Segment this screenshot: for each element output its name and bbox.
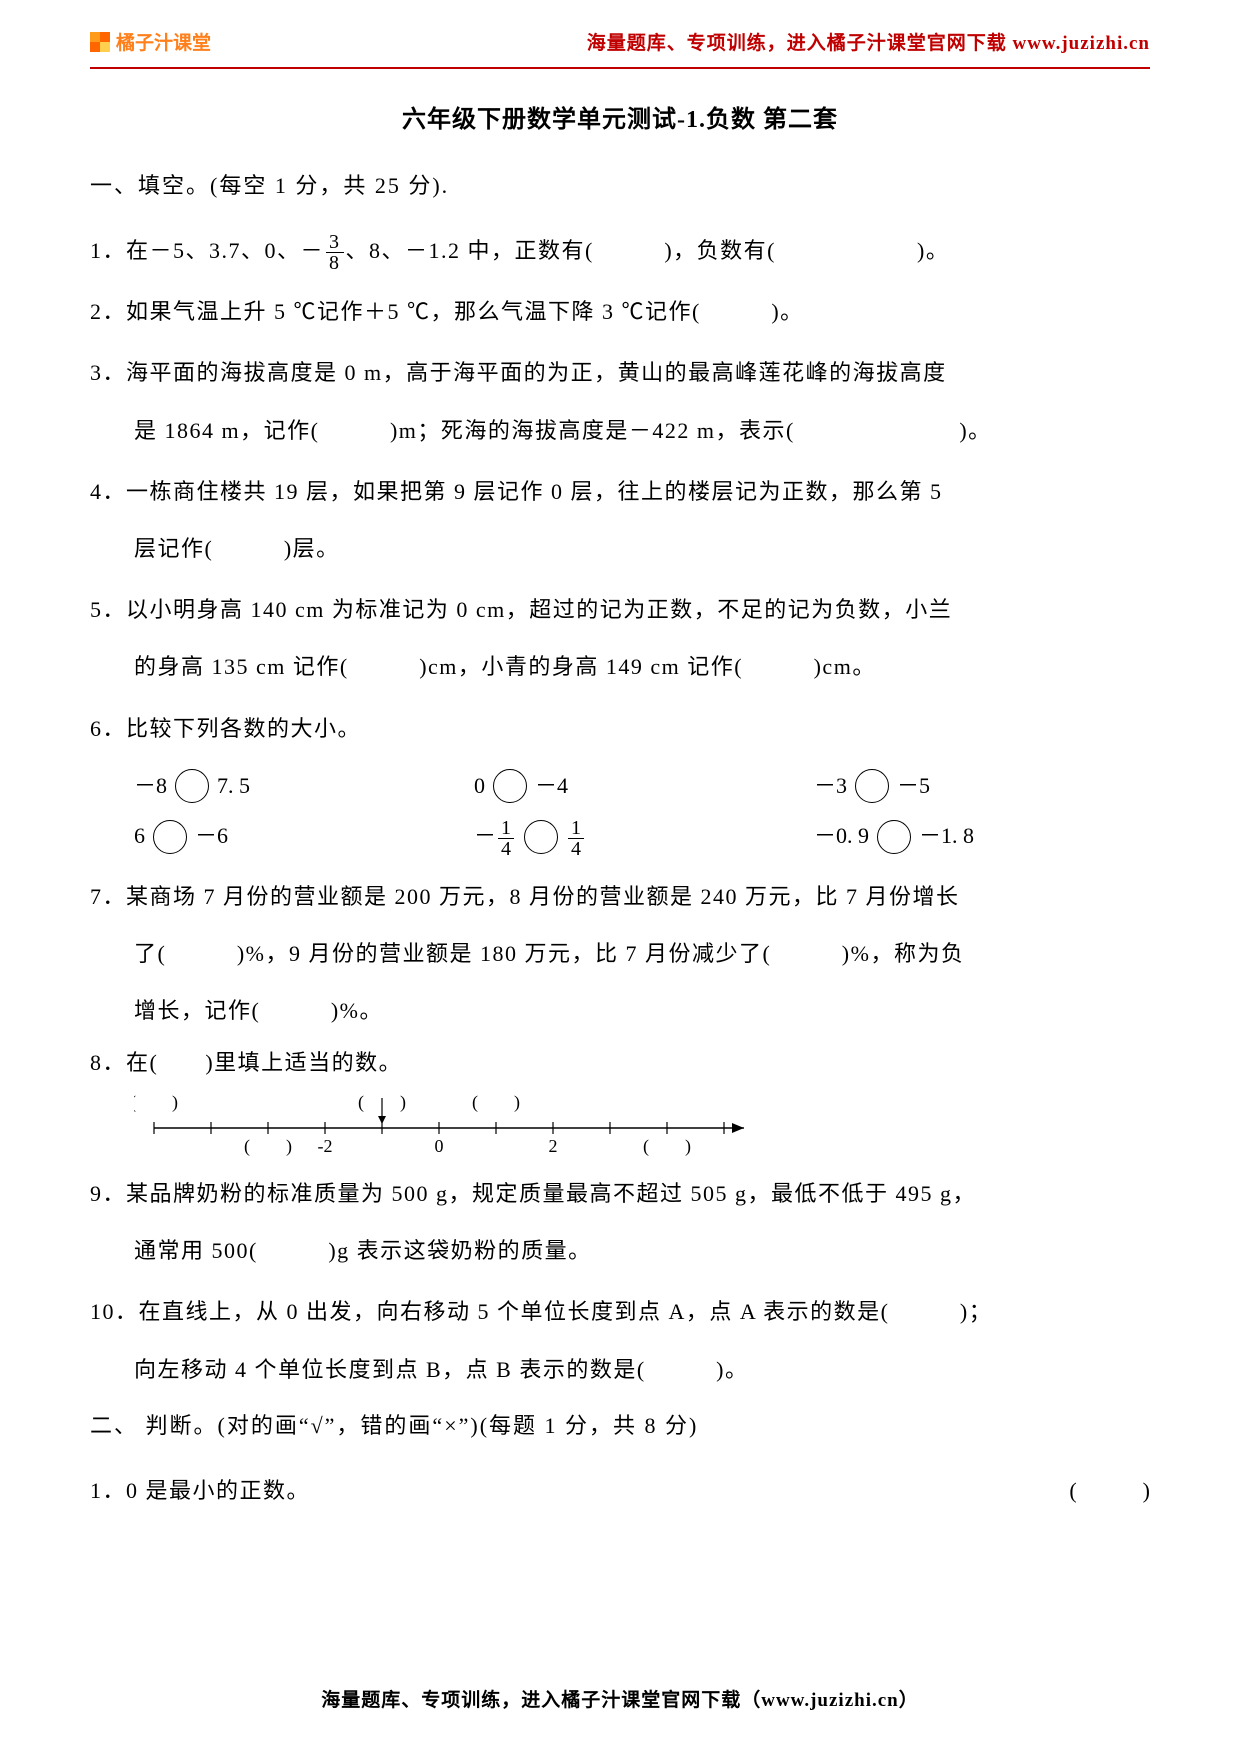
q1-fraction: 38: [326, 232, 344, 273]
question-5: 5．以小明身高 140 cm 为标准记为 0 cm，超过的记为正数，不足的记为负…: [90, 581, 1150, 695]
q5-line2: 的身高 135 cm 记作( )cm，小青的身高 149 cm 记作( )cm。: [134, 638, 1150, 695]
cmp-4-left: 6: [134, 811, 145, 862]
cmp-1-left: －8: [134, 761, 167, 812]
cmp-2-left: 0: [474, 761, 485, 812]
cmp5-ld: 4: [498, 839, 514, 859]
header-link: 海量题库、专项训练，进入橘子汁课堂官网下载 www.juzizhi.cn: [587, 28, 1150, 55]
cmp-1-right: 7. 5: [217, 761, 250, 812]
q5-line1: 5．以小明身高 140 cm 为标准记为 0 cm，超过的记为正数，不足的记为负…: [90, 597, 952, 622]
q1-part-b: 、8、－1.2 中，正数有( )，负数有( )。: [346, 238, 950, 263]
cmp-6: －0. 9 －1. 8: [814, 811, 1014, 862]
cmp-5: －14 14: [474, 811, 674, 862]
q4-line2: 层记作( )层。: [134, 520, 1150, 577]
cmp-1: －8 7. 5: [134, 761, 334, 812]
q9-line2: 通常用 500( )g 表示这袋奶粉的质量。: [134, 1222, 1150, 1279]
q10-line2: 向左移动 4 个单位长度到点 B，点 B 表示的数是( )。: [134, 1341, 1150, 1398]
question-9: 9．某品牌奶粉的标准质量为 500 g，规定质量最高不超过 505 g，最低不低…: [90, 1165, 1150, 1279]
q3-line2: 是 1864 m，记作( )m；死海的海拔高度是－422 m，表示( )。: [134, 402, 1150, 459]
compare-circle[interactable]: [175, 769, 209, 803]
footer: 海量题库、专项训练，进入橘子汁课堂官网下载（www.juzizhi.cn）: [0, 1685, 1240, 1712]
compare-circle[interactable]: [153, 820, 187, 854]
judge-1-blank[interactable]: ( ): [1069, 1462, 1150, 1519]
cmp-5-left: －14: [474, 811, 516, 862]
svg-text:( ): ( ): [358, 1092, 406, 1113]
q7-line1: 7．某商场 7 月份的营业额是 200 万元，8 月份的营业额是 240 万元，…: [90, 884, 960, 909]
judge-1-text: 1．0 是最小的正数。: [90, 1462, 310, 1519]
question-2: 2．如果气温上升 5 ℃记作＋5 ℃，那么气温下降 3 ℃记作( )。: [90, 283, 1150, 340]
question-8-head: 8．在( )里填上适当的数。: [90, 1043, 1150, 1083]
cmp-2-right: －4: [535, 761, 568, 812]
number-line-svg: ( ) ( ) ( ) ( ) -2 0 2 ( ): [134, 1083, 774, 1173]
svg-text:( ): ( ): [244, 1136, 292, 1157]
section-2-head: 二、 判断。(对的画“√”，错的画“×”)(每题 1 分，共 8 分): [90, 1408, 1150, 1440]
q10-line1: 10．在直线上，从 0 出发，向右移动 5 个单位长度到点 A，点 A 表示的数…: [90, 1299, 992, 1324]
svg-text:2: 2: [549, 1136, 558, 1156]
question-4: 4．一栋商住楼共 19 层，如果把第 9 层记作 0 层，往上的楼层记为正数，那…: [90, 463, 1150, 577]
brand-icon: [90, 32, 110, 52]
cmp-2: 0 －4: [474, 761, 674, 812]
compare-circle[interactable]: [855, 769, 889, 803]
compare-row-1: －8 7. 5 0 －4 －3 －5: [134, 761, 1150, 812]
cmp5-rd: 4: [568, 839, 584, 859]
judge-1: 1．0 是最小的正数。 ( ): [90, 1462, 1150, 1519]
cmp-5-right: 14: [566, 811, 586, 862]
compare-circle[interactable]: [524, 820, 558, 854]
q4-line1: 4．一栋商住楼共 19 层，如果把第 9 层记作 0 层，往上的楼层记为正数，那…: [90, 479, 943, 504]
svg-text:( ): ( ): [134, 1092, 178, 1113]
cmp-4-right: －6: [195, 811, 228, 862]
q1-frac-num: 3: [326, 232, 344, 253]
question-10: 10．在直线上，从 0 出发，向右移动 5 个单位长度到点 A，点 A 表示的数…: [90, 1283, 1150, 1397]
compare-row-2: 6 －6 －14 14 －0. 9 －1. 8: [134, 811, 1150, 862]
cmp-6-right: －1. 8: [919, 811, 974, 862]
brand: 橘子汁课堂: [90, 28, 211, 55]
question-7: 7．某商场 7 月份的营业额是 200 万元，8 月份的营业额是 240 万元，…: [90, 868, 1150, 1040]
brand-text: 橘子汁课堂: [116, 28, 211, 55]
q7-line3: 增长，记作( )%。: [134, 982, 1150, 1039]
q1-part-a: 1．在－5、3.7、0、－: [90, 238, 324, 263]
cmp5-rn: 1: [568, 818, 584, 839]
number-line: ( ) ( ) ( ) ( ) -2 0 2 ( ): [134, 1083, 1150, 1173]
q3-line1: 3．海平面的海拔高度是 0 m，高于海平面的为正，黄山的最高峰莲花峰的海拔高度: [90, 360, 947, 385]
compare-circle[interactable]: [493, 769, 527, 803]
svg-text:-2: -2: [318, 1136, 333, 1156]
cmp-6-left: －0. 9: [814, 811, 869, 862]
compare-circle[interactable]: [877, 820, 911, 854]
cmp-4: 6 －6: [134, 811, 334, 862]
cmp-3-right: －5: [897, 761, 930, 812]
question-3: 3．海平面的海拔高度是 0 m，高于海平面的为正，黄山的最高峰莲花峰的海拔高度 …: [90, 344, 1150, 458]
svg-text:( ): ( ): [472, 1092, 520, 1113]
cmp-3: －3 －5: [814, 761, 1014, 812]
q1-frac-den: 8: [326, 253, 344, 273]
cmp-5-sign-l: －: [474, 823, 496, 848]
q7-line2: 了( )%，9 月份的营业额是 180 万元，比 7 月份减少了( )%，称为负: [134, 925, 1150, 982]
q9-line1: 9．某品牌奶粉的标准质量为 500 g，规定质量最高不超过 505 g，最低不低…: [90, 1181, 976, 1206]
section-1-head: 一、填空。(每空 1 分，共 25 分).: [90, 168, 1150, 200]
cmp-3-left: －3: [814, 761, 847, 812]
question-1: 1．在－5、3.7、0、－38、8、－1.2 中，正数有( )，负数有( )。: [90, 222, 1150, 279]
header-rule: [90, 67, 1150, 69]
question-6-head: 6．比较下列各数的大小。: [90, 700, 1150, 757]
header: 橘子汁课堂 海量题库、专项训练，进入橘子汁课堂官网下载 www.juzizhi.…: [90, 28, 1150, 63]
cmp5-ln: 1: [498, 818, 514, 839]
page-title: 六年级下册数学单元测试-1.负数 第二套: [90, 99, 1150, 134]
svg-text:( ): ( ): [643, 1136, 691, 1157]
svg-text:0: 0: [435, 1136, 444, 1156]
